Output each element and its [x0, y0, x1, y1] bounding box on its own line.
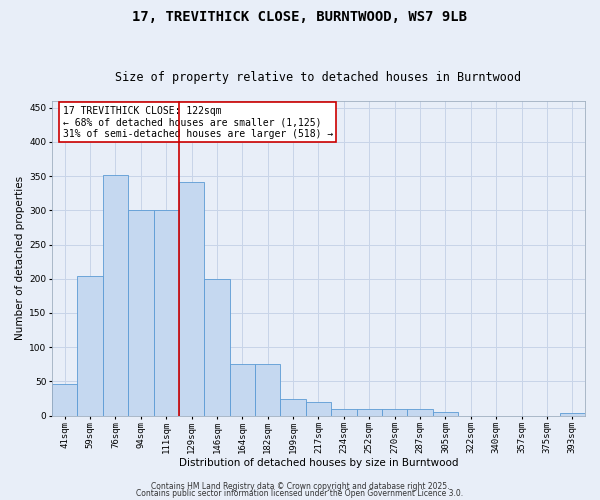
Title: Size of property relative to detached houses in Burntwood: Size of property relative to detached ho… [115, 72, 521, 85]
X-axis label: Distribution of detached houses by size in Burntwood: Distribution of detached houses by size … [179, 458, 458, 468]
Bar [154, 210, 179, 416]
Text: Contains HM Land Registry data © Crown copyright and database right 2025.: Contains HM Land Registry data © Crown c… [151, 482, 449, 491]
Bar [179, 182, 204, 416]
Bar [356, 410, 382, 416]
Bar [52, 384, 77, 416]
Bar [204, 279, 230, 415]
Bar [433, 412, 458, 416]
Bar [560, 413, 585, 416]
Text: Contains public sector information licensed under the Open Government Licence 3.: Contains public sector information licen… [136, 488, 464, 498]
Bar [230, 364, 255, 416]
Bar [331, 410, 356, 416]
Bar [306, 402, 331, 415]
Bar [382, 408, 407, 416]
Bar [280, 399, 306, 415]
Bar [407, 408, 433, 416]
Text: 17 TREVITHICK CLOSE: 122sqm
← 68% of detached houses are smaller (1,125)
31% of : 17 TREVITHICK CLOSE: 122sqm ← 68% of det… [62, 106, 333, 139]
Text: 17, TREVITHICK CLOSE, BURNTWOOD, WS7 9LB: 17, TREVITHICK CLOSE, BURNTWOOD, WS7 9LB [133, 10, 467, 24]
Bar [255, 364, 280, 416]
Y-axis label: Number of detached properties: Number of detached properties [15, 176, 25, 340]
Bar [128, 210, 154, 416]
Bar [103, 176, 128, 416]
Bar [77, 276, 103, 415]
